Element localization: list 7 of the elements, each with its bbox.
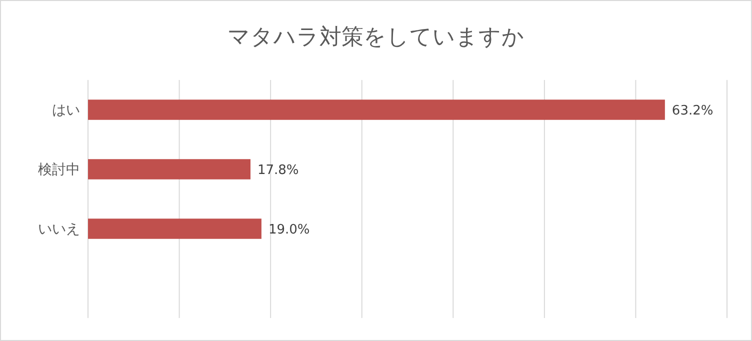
data-label: 19.0% <box>268 222 310 238</box>
y-tick-label: 検討中 <box>38 162 80 178</box>
y-tick-label: はい <box>52 102 80 119</box>
data-label: 17.8% <box>257 162 299 178</box>
chart-title: マタハラ対策をしていますか <box>228 25 524 50</box>
y-tick-label: いいえ <box>38 222 80 238</box>
data-label: 63.2% <box>672 103 714 118</box>
